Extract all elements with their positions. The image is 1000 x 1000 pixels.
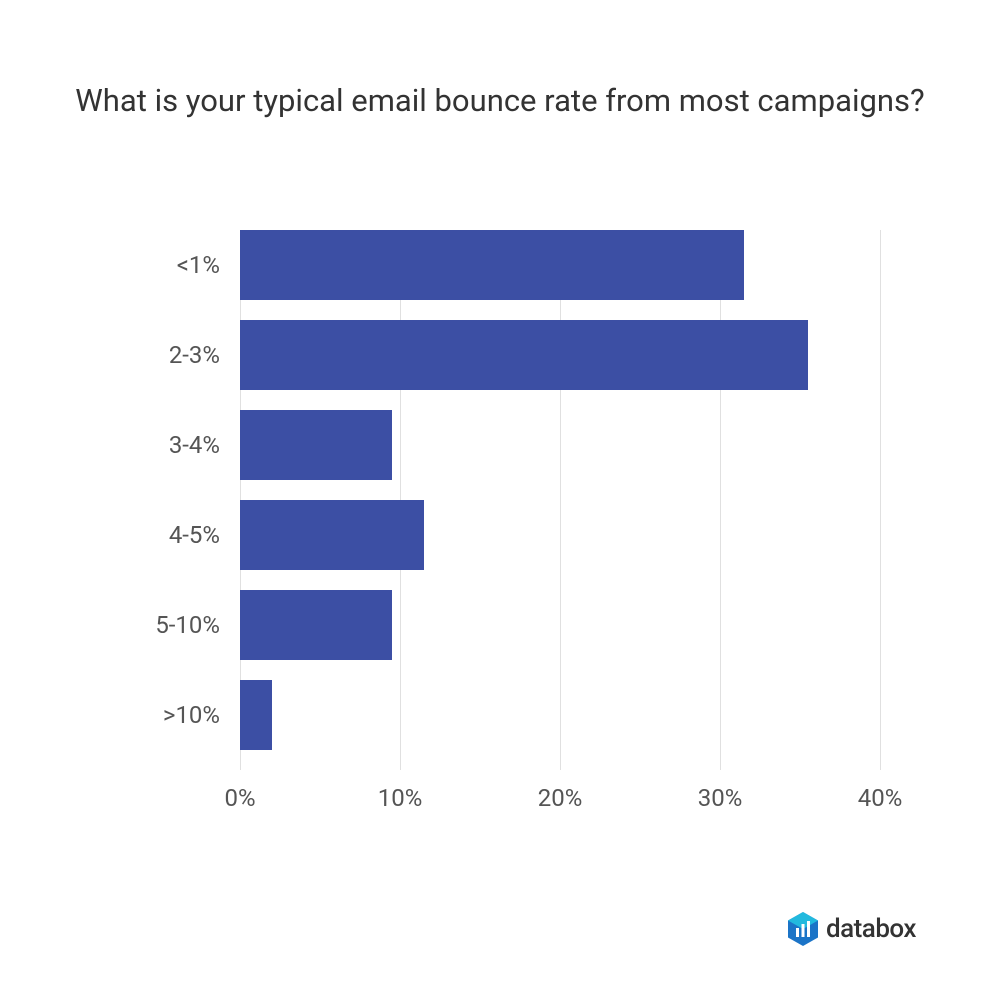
bar: [240, 410, 392, 480]
chart-container: What is your typical email bounce rate f…: [0, 0, 1000, 1000]
x-axis-label: 40%: [840, 784, 920, 812]
bar: [240, 320, 808, 390]
gridline: [720, 230, 721, 770]
gridline: [560, 230, 561, 770]
x-axis-label: 0%: [200, 784, 280, 812]
x-axis-label: 20%: [520, 784, 600, 812]
bar: [240, 230, 744, 300]
plot-region: [240, 230, 880, 770]
x-axis-label: 30%: [680, 784, 760, 812]
chart-area: <1% 2-3% 3-4% 4-5% 5-10% >10% 0% 10% 20%…: [240, 230, 880, 800]
y-axis-label: 2-3%: [100, 320, 220, 390]
bar: [240, 500, 424, 570]
gridline: [880, 230, 881, 770]
y-axis-label: <1%: [100, 230, 220, 300]
bar: [240, 680, 272, 750]
brand-name: databox: [826, 914, 916, 944]
databox-icon: [788, 912, 818, 946]
bar: [240, 590, 392, 660]
chart-title: What is your typical email bounce rate f…: [0, 80, 1000, 122]
y-axis-label: 3-4%: [100, 410, 220, 480]
y-axis-label: >10%: [100, 680, 220, 750]
y-axis-label: 4-5%: [100, 500, 220, 570]
brand-logo: databox: [788, 912, 916, 946]
y-axis-label: 5-10%: [100, 590, 220, 660]
x-axis-label: 10%: [360, 784, 440, 812]
